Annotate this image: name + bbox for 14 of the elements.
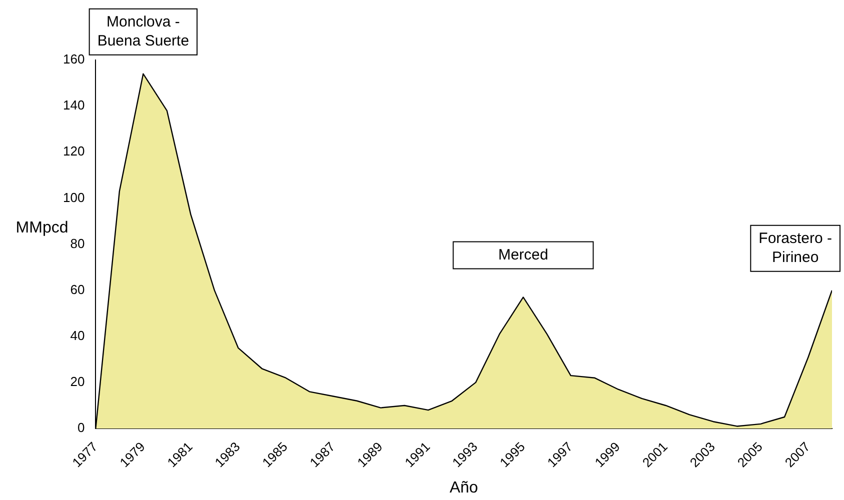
y-tick-label: 40 xyxy=(70,328,85,343)
annotation: Forastero - Pirineo xyxy=(758,230,832,266)
y-tick-label: 120 xyxy=(62,144,85,159)
y-axis-title: MMpcd xyxy=(16,220,68,237)
annotation: Monclova - Buena Suerte xyxy=(97,13,190,50)
y-tick-label: 100 xyxy=(62,190,85,205)
x-axis-title: Año xyxy=(450,479,478,496)
y-tick-label: 140 xyxy=(62,98,85,113)
y-tick-label: 80 xyxy=(70,236,85,251)
y-tick-label: 60 xyxy=(70,282,85,297)
y-tick-label: 160 xyxy=(62,52,85,67)
y-tick-label: 20 xyxy=(70,374,85,390)
annotation: Merced xyxy=(498,246,548,264)
y-tick-label: 0 xyxy=(77,420,85,436)
